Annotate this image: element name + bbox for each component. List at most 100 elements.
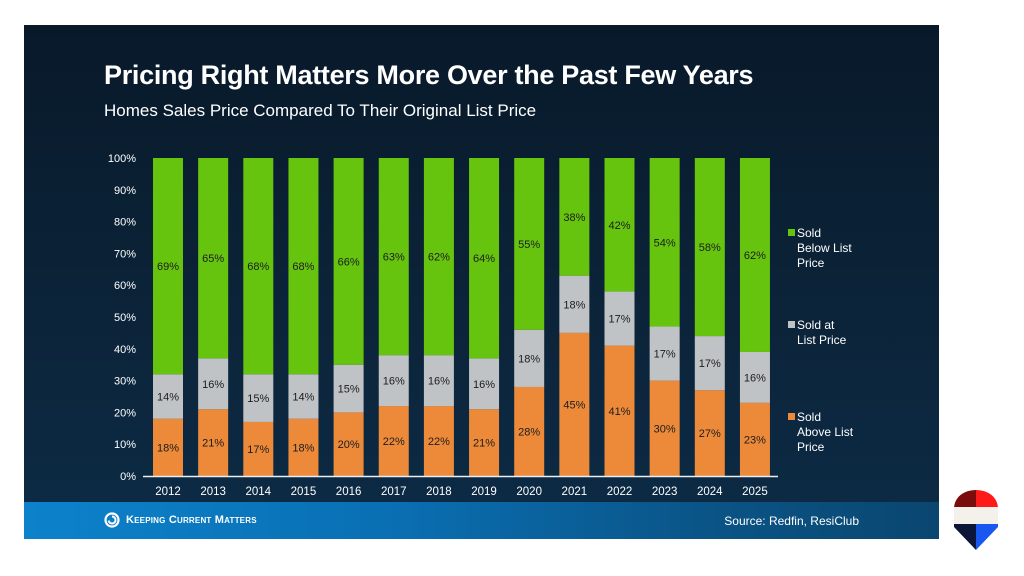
bar-segment-at — [559, 275, 590, 333]
x-tick-label: 2012 — [155, 486, 181, 498]
y-tick-label: 20% — [114, 407, 136, 419]
bar-segment-at — [198, 358, 229, 410]
x-tick-label: 2022 — [607, 486, 633, 498]
bar-group-2018: 22% 16% 62% — [423, 158, 454, 476]
bar-segment-below — [739, 158, 770, 352]
data-label-above: 21% — [202, 438, 224, 450]
data-label-below: 38% — [563, 212, 585, 224]
data-label-above: 18% — [292, 442, 314, 454]
bar-segment-at — [694, 336, 725, 391]
data-label-at: 18% — [563, 299, 585, 311]
bar-group-2013: 21% 16% 65% — [198, 158, 229, 476]
bar-group-2014: 17% 15% 68% — [243, 158, 274, 476]
legend-label: List Price — [797, 333, 847, 347]
x-tick-label: 2021 — [562, 486, 588, 498]
bar-segment-above — [423, 406, 454, 476]
x-tick-label: 2017 — [381, 486, 407, 498]
bar-segment-at — [739, 351, 770, 403]
balloon-logo-icon — [954, 490, 998, 550]
bar-segment-below — [288, 158, 319, 375]
data-label-above: 20% — [338, 439, 360, 451]
x-tick-label: 2019 — [471, 486, 497, 498]
x-tick-label: 2020 — [516, 486, 542, 498]
bar-segment-above — [694, 390, 725, 476]
bar-segment-below — [604, 158, 635, 292]
bar-group-2016: 20% 15% 66% — [333, 158, 364, 476]
bar-segment-below — [333, 158, 364, 365]
y-tick-label: 40% — [114, 344, 136, 356]
bar-segment-at — [288, 374, 319, 419]
legend-label: Below List — [797, 241, 852, 255]
source-note: Source: Redfin, ResiClub — [724, 514, 859, 528]
data-label-below: 68% — [292, 261, 314, 273]
y-tick-label: 80% — [114, 217, 136, 229]
slide: Pricing Right Matters More Over the Past… — [24, 25, 939, 539]
x-tick-label: 2013 — [200, 486, 226, 498]
chart-subtitle: Homes Sales Price Compared To Their Orig… — [104, 101, 537, 120]
bar-segment-below — [243, 158, 274, 375]
data-label-above: 17% — [247, 444, 269, 456]
data-label-at: 18% — [518, 353, 540, 365]
bar-segment-below — [423, 158, 454, 356]
bar-segment-at — [604, 291, 635, 346]
bar-segment-above — [333, 412, 364, 476]
bar-segment-above — [559, 332, 590, 476]
bar-segment-at — [469, 358, 500, 410]
data-label-at: 15% — [338, 384, 360, 396]
footer-logo: Keeping Current Matters — [104, 512, 257, 528]
data-label-above: 28% — [518, 426, 540, 438]
bars: 18% 14% 69% 21% 16% 65% 17% 15% 68% 18% 14% 68% 20% 1… — [153, 158, 770, 476]
bar-group-2023: 30% 17% 54% — [649, 158, 680, 476]
legend-label: Sold at — [797, 318, 835, 332]
x-tick-label: 2015 — [291, 486, 317, 498]
data-label-at: 17% — [608, 314, 630, 326]
bar-segment-at — [378, 355, 409, 407]
bar-segment-above — [514, 386, 545, 476]
legend-label: Price — [797, 256, 825, 270]
bar-segment-below — [694, 158, 725, 337]
bar-segment-below — [469, 158, 500, 359]
bar-segment-at — [243, 374, 274, 422]
data-label-below: 62% — [428, 252, 450, 264]
footer-brand-text: Keeping Current Matters — [126, 514, 257, 526]
data-label-at: 14% — [292, 392, 314, 404]
data-label-below: 69% — [157, 261, 179, 273]
bar-group-2020: 28% 18% 55% — [514, 158, 545, 476]
data-label-below: 58% — [699, 242, 721, 254]
data-label-below: 42% — [608, 220, 630, 232]
y-tick-label: 30% — [114, 376, 136, 388]
bar-group-2022: 41% 17% 42% — [604, 158, 635, 476]
kcm-swirl-icon — [104, 512, 120, 528]
bar-segment-below — [153, 158, 183, 375]
data-label-below: 54% — [654, 237, 676, 249]
bar-segment-at — [649, 326, 680, 381]
chart-title: Pricing Right Matters More Over the Past… — [104, 60, 754, 90]
bar-group-2019: 21% 16% 64% — [469, 158, 500, 476]
data-label-above: 18% — [157, 442, 179, 454]
legend-label: Sold — [797, 226, 821, 240]
bar-segment-above — [604, 345, 635, 476]
bar-segment-below — [198, 158, 229, 359]
legend-swatch-at — [788, 321, 795, 328]
x-tick-label: 2024 — [697, 486, 723, 498]
bar-segment-above — [288, 418, 319, 476]
stacked-bar-chart: 0% 10% 20% 30% 40% 50% 60% 70% 80% 90% 100% 18% 14%… — [108, 153, 854, 498]
legend-label: Sold — [797, 410, 821, 424]
bar-segment-at — [153, 374, 183, 419]
bar-segment-above — [378, 406, 409, 476]
data-label-below: 68% — [247, 261, 269, 273]
bar-segment-below — [649, 158, 680, 327]
bar-segment-at — [333, 364, 364, 413]
bar-segment-above — [739, 402, 770, 476]
data-label-at: 16% — [383, 376, 405, 388]
data-label-below: 63% — [383, 252, 405, 264]
bar-segment-at — [423, 355, 454, 407]
data-label-below: 55% — [518, 239, 540, 251]
y-tick-label: 60% — [114, 280, 136, 292]
x-axis: 2012 2013 2014 2015 2016 2017 2018 2019 2020 2021… — [143, 475, 778, 498]
bar-group-2015: 18% 14% 68% — [288, 158, 319, 476]
data-label-above: 45% — [563, 399, 585, 411]
